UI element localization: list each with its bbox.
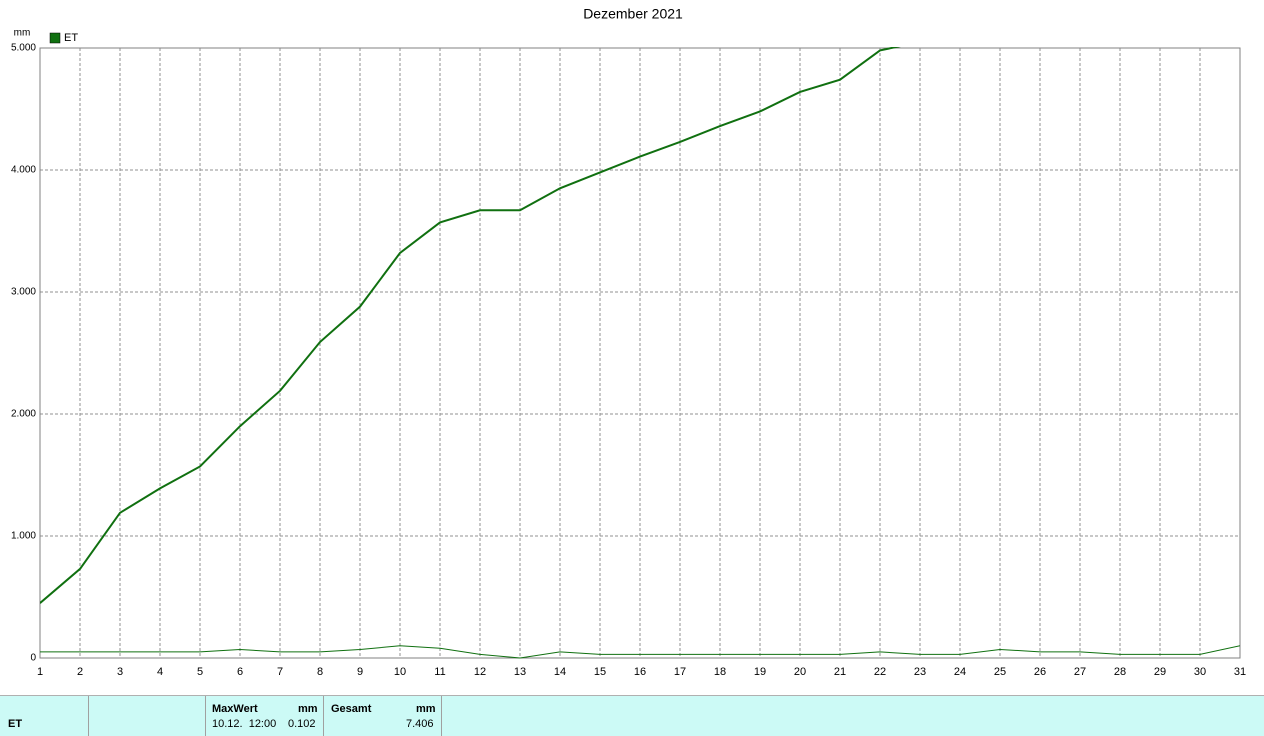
x-tick-label: 31 — [1234, 666, 1246, 678]
x-tick-label: 27 — [1074, 666, 1086, 678]
x-tick-label: 25 — [994, 666, 1006, 678]
x-tick-label: 1 — [37, 666, 43, 678]
max-value: 0.102 — [288, 718, 316, 730]
x-tick-label: 4 — [157, 666, 163, 678]
x-tick-label: 9 — [357, 666, 363, 678]
x-tick-label: 16 — [634, 666, 646, 678]
chart-title: Dezember 2021 — [583, 6, 683, 22]
x-tick-label: 3 — [117, 666, 123, 678]
x-tick-label: 15 — [594, 666, 606, 678]
y-tick-label: 2.000 — [11, 409, 36, 420]
x-tick-label: 17 — [674, 666, 686, 678]
header: MaxWert — [212, 703, 258, 715]
x-tick-label: 29 — [1154, 666, 1166, 678]
x-tick-label: 28 — [1114, 666, 1126, 678]
x-tick-label: 8 — [317, 666, 323, 678]
x-tick-label: 24 — [954, 666, 966, 678]
separator — [441, 696, 442, 736]
series-line — [40, 645, 1240, 659]
info-panel: ET MaxWert mm Gesamt mm 10.12. 12:00 0.1… — [0, 695, 1264, 736]
x-tick-label: 13 — [514, 666, 526, 678]
header: mm — [298, 703, 318, 715]
x-tick-label: 30 — [1194, 666, 1206, 678]
x-tick-label: 22 — [874, 666, 886, 678]
x-tick-label: 2 — [77, 666, 83, 678]
x-tick-label: 5 — [197, 666, 203, 678]
separator — [205, 696, 206, 736]
x-tick-label: 7 — [277, 666, 283, 678]
legend-label: ET — [64, 32, 78, 44]
series-line — [40, 47, 901, 604]
chart: Dezember 2021 mm ET 0 1.000 2.000 3.000 4.00… — [11, 6, 1246, 678]
y-tick-label: 3.000 — [11, 287, 36, 298]
y-axis-label: mm — [14, 28, 31, 39]
plot-frame — [39, 47, 1241, 659]
x-tick-label: 19 — [754, 666, 766, 678]
x-tick-label: 14 — [554, 666, 566, 678]
y-tick-label: 0 — [30, 653, 36, 664]
y-tick-label: 4.000 — [11, 165, 36, 176]
x-tick-label: 10 — [394, 666, 406, 678]
header: mm — [416, 703, 436, 715]
x-tick-label: 11 — [434, 666, 445, 678]
header: Gesamt — [331, 703, 372, 715]
x-tick-label: 21 — [834, 666, 846, 678]
x-tick-label: 6 — [237, 666, 243, 678]
x-tick-label: 12 — [474, 666, 486, 678]
separator — [323, 696, 324, 736]
x-tick-label: 20 — [794, 666, 806, 678]
y-tick-label: 1.000 — [11, 531, 36, 542]
max-time: 10.12. 12:00 — [212, 718, 277, 730]
y-tick-label: 5.000 — [11, 43, 36, 54]
separator — [88, 696, 89, 736]
x-tick-label: 26 — [1034, 666, 1046, 678]
legend-swatch — [49, 32, 61, 44]
x-tick-label: 23 — [914, 666, 926, 678]
total: 7.406 — [406, 718, 434, 730]
x-tick-label: 18 — [714, 666, 726, 678]
row-label: ET — [8, 718, 23, 730]
